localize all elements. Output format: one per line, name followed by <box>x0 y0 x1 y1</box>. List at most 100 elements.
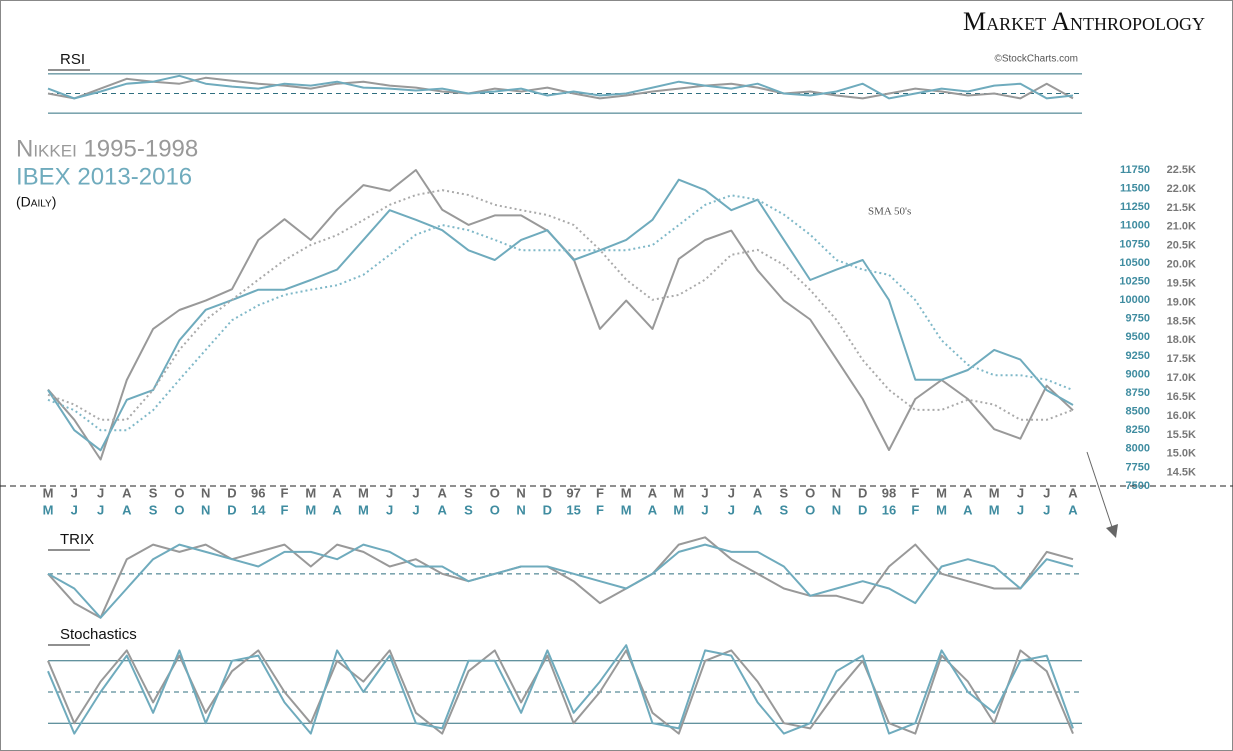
x-tick-label: S <box>780 485 789 500</box>
sma-line <box>47 194 1074 432</box>
y-tick-label: 9000 <box>1126 368 1150 380</box>
y-tick-label: 7750 <box>1126 461 1150 473</box>
y-tick-label: 9250 <box>1126 350 1150 362</box>
y-tick-label: 11500 <box>1120 182 1150 194</box>
x-tick-label: J <box>1017 485 1024 500</box>
x-tick-label: A <box>963 502 973 517</box>
y-tick-label: 8750 <box>1126 387 1150 399</box>
x-tick-label: M <box>936 502 947 517</box>
x-tick-label: M <box>43 502 54 517</box>
x-tick-label: A <box>648 502 658 517</box>
y2-tick-label: 22.0K <box>1167 183 1196 195</box>
y-tick-label: 9500 <box>1126 331 1150 343</box>
x-tick-label: J <box>728 485 735 500</box>
series-line <box>47 543 1074 619</box>
brand: Market Anthropology <box>963 7 1205 36</box>
y-tick-label: 10000 <box>1119 294 1150 306</box>
x-tick-label: M <box>305 485 316 500</box>
sma-line <box>47 189 1074 421</box>
x-tick-label: M <box>673 485 684 500</box>
x-tick-label: J <box>1043 485 1050 500</box>
y-tick-label: 11000 <box>1120 220 1150 232</box>
x-tick-label: F <box>911 502 919 517</box>
x-tick-label: A <box>438 485 448 500</box>
y2-tick-label: 20.5K <box>1167 240 1196 252</box>
legend-entry: Nikkei 1995-1998 <box>16 135 198 162</box>
series-line <box>47 76 1074 100</box>
x-tick-label: J <box>71 485 78 500</box>
x-tick-label: O <box>490 502 500 517</box>
arrow-head <box>1106 524 1118 538</box>
x-tick-label: D <box>227 485 236 500</box>
y2-tick-label: 21.5K <box>1167 202 1196 214</box>
x-tick-label: A <box>122 502 132 517</box>
x-tick-label: J <box>386 502 393 517</box>
y-tick-label: 11750 <box>1120 164 1150 176</box>
x-tick-label: J <box>71 502 78 517</box>
y2-tick-label: 21.0K <box>1167 221 1196 233</box>
x-tick-label: M <box>43 485 54 500</box>
x-tick-label: J <box>1017 502 1024 517</box>
series-line <box>47 536 1074 619</box>
x-tick-label: A <box>1068 485 1078 500</box>
series-line <box>47 178 1074 452</box>
x-tick-label: F <box>281 502 289 517</box>
x-tick-label: 96 <box>251 485 265 500</box>
x-tick-label: O <box>174 502 184 517</box>
x-tick-label: N <box>516 502 525 517</box>
x-tick-label: M <box>621 502 632 517</box>
panel-title: Stochastics <box>60 626 137 643</box>
x-tick-label: 15 <box>566 502 580 517</box>
x-tick-label: M <box>621 485 632 500</box>
y2-tick-label: 19.5K <box>1167 277 1196 289</box>
x-tick-label: J <box>97 485 104 500</box>
y2-tick-label: 20.0K <box>1167 259 1196 271</box>
x-tick-label: N <box>201 502 210 517</box>
x-tick-label: M <box>673 502 684 517</box>
x-tick-label: S <box>464 502 473 517</box>
x-tick-label: M <box>358 502 369 517</box>
x-tick-label: M <box>936 485 947 500</box>
x-tick-label: M <box>989 502 1000 517</box>
x-tick-label: A <box>753 485 763 500</box>
x-tick-label: D <box>858 502 867 517</box>
x-tick-label: 16 <box>882 502 896 517</box>
x-tick-label: F <box>596 502 604 517</box>
y2-tick-label: 17.0K <box>1167 372 1196 384</box>
x-tick-label: N <box>832 485 841 500</box>
x-tick-label: S <box>149 502 158 517</box>
y2-tick-label: 18.5K <box>1167 315 1196 327</box>
x-tick-label: D <box>858 485 867 500</box>
annotation: SMA 50's <box>868 206 911 218</box>
series-line <box>47 644 1074 735</box>
y-tick-label: 10250 <box>1119 275 1150 287</box>
x-tick-label: J <box>701 485 708 500</box>
x-tick-label: O <box>174 485 184 500</box>
source: ©StockCharts.com <box>994 54 1078 65</box>
x-tick-label: A <box>648 485 658 500</box>
y-tick-label: 11250 <box>1120 201 1150 213</box>
x-tick-label: J <box>701 502 708 517</box>
x-tick-label: A <box>753 502 763 517</box>
panel-title: RSI <box>60 51 85 68</box>
x-tick-label: F <box>281 485 289 500</box>
x-tick-label: O <box>805 485 815 500</box>
x-tick-label: A <box>332 502 342 517</box>
x-tick-label: A <box>963 485 973 500</box>
y2-tick-label: 15.0K <box>1167 448 1196 460</box>
y2-tick-label: 19.0K <box>1167 296 1196 308</box>
x-tick-label: J <box>412 502 419 517</box>
x-tick-label: N <box>516 485 525 500</box>
x-tick-label: M <box>358 485 369 500</box>
x-tick-label: J <box>1043 502 1050 517</box>
y-tick-label: 8250 <box>1126 424 1150 436</box>
x-tick-label: A <box>1068 502 1078 517</box>
x-tick-label: 98 <box>882 485 896 500</box>
x-tick-label: J <box>728 502 735 517</box>
panel-title: TRIX <box>60 531 94 548</box>
x-tick-label: A <box>122 485 132 500</box>
y2-tick-label: 16.5K <box>1167 391 1196 403</box>
y-tick-label: 10750 <box>1119 238 1150 250</box>
